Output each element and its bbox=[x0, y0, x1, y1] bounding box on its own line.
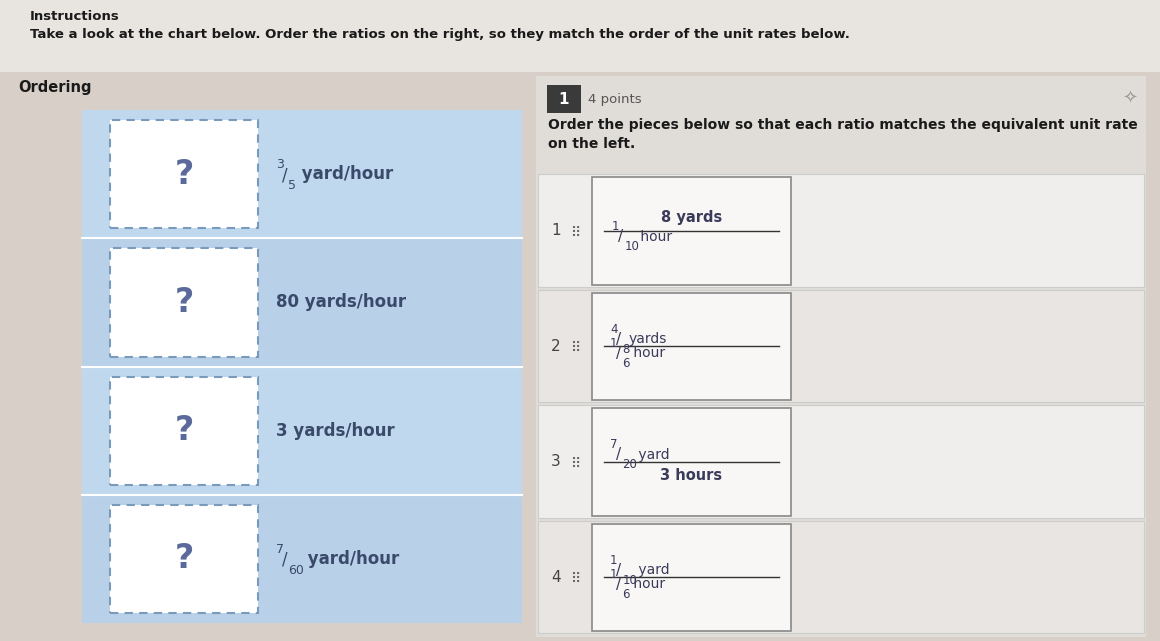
Text: 1: 1 bbox=[610, 337, 617, 350]
FancyBboxPatch shape bbox=[110, 248, 258, 356]
FancyBboxPatch shape bbox=[110, 504, 258, 613]
Text: 3: 3 bbox=[551, 454, 561, 469]
FancyBboxPatch shape bbox=[82, 495, 522, 623]
Text: 1: 1 bbox=[559, 92, 570, 106]
Text: ⠿: ⠿ bbox=[571, 457, 581, 470]
Text: ?: ? bbox=[174, 286, 194, 319]
FancyBboxPatch shape bbox=[110, 376, 258, 485]
FancyBboxPatch shape bbox=[110, 120, 258, 228]
Text: 1: 1 bbox=[551, 223, 560, 238]
Text: Ordering: Ordering bbox=[19, 80, 92, 95]
FancyBboxPatch shape bbox=[536, 76, 1146, 171]
Text: 4: 4 bbox=[551, 570, 560, 585]
FancyBboxPatch shape bbox=[592, 292, 791, 400]
Text: 6: 6 bbox=[623, 588, 630, 601]
Text: 4 points: 4 points bbox=[588, 92, 641, 106]
FancyBboxPatch shape bbox=[538, 520, 1144, 633]
Text: 7: 7 bbox=[610, 438, 617, 451]
Text: hour: hour bbox=[629, 346, 665, 360]
Text: 10: 10 bbox=[624, 240, 639, 253]
Text: ⠿: ⠿ bbox=[571, 341, 581, 355]
FancyBboxPatch shape bbox=[82, 110, 522, 238]
Text: yard/hour: yard/hour bbox=[302, 550, 399, 568]
FancyBboxPatch shape bbox=[592, 177, 791, 285]
FancyBboxPatch shape bbox=[82, 238, 522, 367]
Text: 7: 7 bbox=[276, 543, 284, 556]
Text: /: / bbox=[616, 577, 621, 592]
Text: /: / bbox=[616, 563, 621, 578]
Text: 3 hours: 3 hours bbox=[660, 468, 723, 483]
Text: ⠿: ⠿ bbox=[571, 572, 581, 587]
Text: ?: ? bbox=[174, 414, 194, 447]
Text: yard: yard bbox=[635, 563, 670, 578]
Text: /: / bbox=[616, 332, 621, 347]
Text: 80 yards/hour: 80 yards/hour bbox=[276, 294, 406, 312]
Text: 1: 1 bbox=[610, 554, 617, 567]
FancyBboxPatch shape bbox=[548, 85, 581, 113]
Text: 1: 1 bbox=[612, 221, 619, 233]
FancyBboxPatch shape bbox=[592, 408, 791, 515]
Text: 6: 6 bbox=[623, 357, 630, 370]
Text: /: / bbox=[282, 166, 288, 184]
FancyBboxPatch shape bbox=[82, 367, 522, 495]
FancyBboxPatch shape bbox=[538, 290, 1144, 402]
Text: ?: ? bbox=[174, 542, 194, 576]
Text: /: / bbox=[617, 229, 623, 244]
Text: 1: 1 bbox=[610, 568, 617, 581]
Text: /: / bbox=[616, 345, 621, 361]
FancyBboxPatch shape bbox=[538, 405, 1144, 517]
Text: 20: 20 bbox=[623, 458, 637, 471]
Text: hour: hour bbox=[629, 578, 665, 591]
FancyBboxPatch shape bbox=[536, 76, 1146, 637]
FancyBboxPatch shape bbox=[538, 174, 1144, 287]
Text: /: / bbox=[282, 551, 288, 569]
Text: ⠿: ⠿ bbox=[571, 226, 581, 240]
Text: Instructions: Instructions bbox=[30, 10, 119, 23]
FancyBboxPatch shape bbox=[82, 110, 522, 623]
Text: hour: hour bbox=[637, 229, 673, 244]
Text: Order the pieces below so that each ratio matches the equivalent unit rate
on th: Order the pieces below so that each rati… bbox=[548, 118, 1138, 151]
Text: 3: 3 bbox=[276, 158, 284, 171]
Text: 8 yards: 8 yards bbox=[661, 210, 723, 225]
Text: 2: 2 bbox=[551, 338, 560, 354]
Text: 8: 8 bbox=[623, 343, 630, 356]
Text: 60: 60 bbox=[288, 564, 304, 577]
FancyBboxPatch shape bbox=[0, 0, 1160, 72]
Text: /: / bbox=[616, 447, 621, 462]
Text: ✧: ✧ bbox=[1123, 90, 1138, 108]
Text: yard: yard bbox=[635, 448, 670, 462]
Text: yard/hour: yard/hour bbox=[296, 165, 393, 183]
Text: 5: 5 bbox=[288, 179, 296, 192]
Text: Take a look at the chart below. Order the ratios on the right, so they match the: Take a look at the chart below. Order th… bbox=[30, 28, 850, 41]
Text: yards: yards bbox=[629, 332, 667, 346]
Text: ?: ? bbox=[174, 158, 194, 190]
Text: 4: 4 bbox=[610, 323, 617, 336]
Text: 3 yards/hour: 3 yards/hour bbox=[276, 422, 394, 440]
Text: 10: 10 bbox=[623, 574, 637, 587]
FancyBboxPatch shape bbox=[592, 524, 791, 631]
